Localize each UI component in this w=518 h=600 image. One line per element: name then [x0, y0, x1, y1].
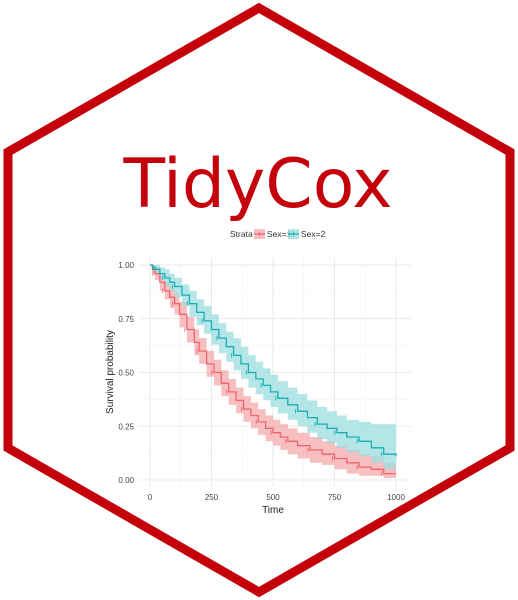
legend-label-sex-2: Sex=2 — [301, 229, 326, 239]
confidence-band-sex-2 — [150, 265, 396, 472]
x-tick-label: 750 — [328, 493, 342, 502]
x-tick-label: 0 — [148, 493, 153, 502]
y-tick-label: 1.00 — [118, 261, 134, 270]
logo-title: TidyCox — [123, 145, 393, 224]
survival-curves — [150, 264, 397, 476]
y-axis-title: Survival probability — [105, 330, 116, 414]
legend: Strata Sex=1 Sex=2 — [230, 229, 326, 239]
survival-line-sex-1 — [150, 264, 396, 475]
y-tick-label: 0.75 — [118, 315, 134, 324]
confidence-bands — [150, 265, 396, 478]
y-tick-label: 0.50 — [118, 369, 134, 378]
survival-line-sex-2 — [150, 264, 397, 457]
y-tick-label: 0.25 — [118, 422, 134, 431]
x-axis-title: Time — [262, 505, 284, 516]
survival-chart: Strata Sex=1 Sex=2 0.00 0.25 0.50 0.75 1.00 0 2… — [105, 229, 411, 516]
y-tick-label: 0.00 — [118, 476, 134, 485]
x-tick-label: 1000 — [387, 493, 405, 502]
axis-ticks: 0.00 0.25 0.50 0.75 1.00 0 250 500 750 1000 — [118, 261, 405, 502]
x-tick-label: 500 — [266, 493, 280, 502]
legend-title: Strata — [230, 229, 253, 239]
legend-label-sex-1: Sex=1 — [267, 229, 292, 239]
x-tick-label: 250 — [205, 493, 219, 502]
